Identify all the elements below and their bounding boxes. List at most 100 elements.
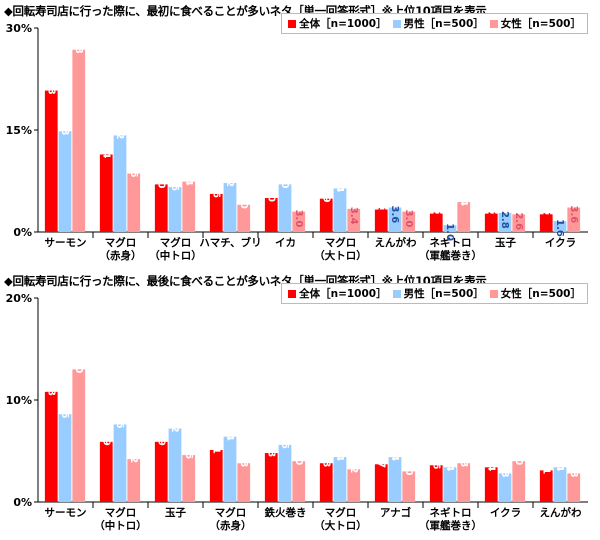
x-tick-label: アナゴ [380, 506, 412, 519]
chart-legend: 全体［n=1000］ 男性［n=500］ 女性［n=500］ [281, 13, 588, 34]
x-tick-label: イクラ [545, 237, 576, 249]
data-label: 7.2 [224, 169, 235, 187]
bar [72, 369, 86, 502]
data-label: 2.8 [568, 460, 579, 478]
x-tick-label: （大トロ） [314, 519, 367, 532]
data-label: 20.8 [45, 70, 56, 95]
data-label: 4.4 [389, 443, 400, 461]
legend-label: 全体［n=1000］ [299, 288, 387, 300]
bar [223, 436, 237, 502]
data-label: 4.0 [238, 191, 249, 209]
y-tick-label: 15% [6, 124, 32, 137]
bar [264, 198, 278, 232]
legend-label: 男性［n=500］ [403, 18, 484, 30]
bar [182, 455, 196, 502]
data-label: 6.6 [169, 173, 180, 191]
bar [374, 464, 388, 502]
bar [292, 461, 306, 502]
y-tick-label: 20% [6, 292, 32, 305]
x-tick-label: （中トロ） [149, 249, 202, 262]
legend-swatch [288, 289, 297, 298]
legend-label: 女性［n=500］ [500, 18, 581, 30]
bar [567, 207, 581, 232]
x-tick-label: マグロ [160, 236, 192, 249]
data-label: 4.0 [513, 447, 524, 465]
data-label: 3.8 [320, 450, 331, 468]
data-label: 4.9 [320, 185, 331, 203]
x-tick-label: サーモン [45, 237, 87, 249]
data-label: 3.8 [238, 450, 249, 468]
data-label: 4.6 [183, 441, 194, 459]
data-label: 2.7 [430, 212, 441, 230]
bar [168, 428, 182, 502]
data-label: 3.6 [568, 206, 579, 224]
data-label: 1.0 [444, 223, 455, 241]
chart-last-svg: 0%10%20%サーモン マグロ（中トロ）玉子 マグロ（赤身）鉄火巻き マグロ（大トロ… [6, 292, 588, 532]
bar [168, 187, 182, 232]
bar [443, 467, 457, 502]
data-label: 7.0 [279, 171, 290, 189]
bar [512, 461, 526, 502]
data-label: 2.6 [540, 212, 551, 230]
x-tick-label: （中トロ） [94, 519, 147, 532]
bar [292, 211, 306, 232]
data-label: 3.0 [403, 210, 414, 228]
bar [443, 225, 457, 232]
data-label: 7.0 [155, 171, 166, 189]
data-label: 7.6 [114, 411, 125, 429]
data-label: 6.4 [334, 175, 345, 193]
y-tick-label: 0% [13, 496, 32, 509]
bar [278, 444, 292, 502]
data-label: 3.6 [389, 206, 400, 224]
y-tick-label: 0% [13, 226, 32, 239]
data-label: 4.0 [293, 447, 304, 465]
data-label: 10.8 [45, 371, 56, 396]
x-tick-label: えんがわ [540, 506, 582, 519]
bar [182, 181, 196, 232]
bar [44, 391, 58, 502]
bar [388, 457, 402, 502]
chart-first-svg: 0%15%30%サーモン マグロ（赤身）マグロ（中トロ）ハマチ、ブリ イカ マグロ（大… [6, 22, 588, 262]
bar [127, 459, 141, 502]
x-tick-label: イカ [275, 237, 296, 249]
bar [264, 453, 278, 502]
bar [154, 184, 168, 232]
data-label: 26.8 [73, 29, 84, 54]
x-tick-label: ハマチ、ブリ [199, 236, 261, 249]
x-tick-label: マグロ [105, 506, 137, 519]
data-label: 11.4 [100, 134, 111, 159]
data-label: 6.4 [224, 423, 235, 441]
data-label: 3.4 [554, 454, 565, 472]
bar [127, 173, 141, 232]
bar [429, 213, 443, 232]
bar [278, 184, 292, 232]
x-tick-label: マグロ [105, 236, 137, 249]
data-label: 1.6 [554, 219, 565, 237]
data-label: 7.4 [183, 168, 194, 186]
data-label: 2.7 [485, 212, 496, 230]
legend-item: 女性［n=500］ [489, 16, 581, 31]
bar [498, 473, 512, 502]
x-tick-label: えんがわ [375, 236, 417, 249]
legend-swatch [489, 19, 498, 28]
x-tick-label: サーモン [45, 507, 87, 519]
y-tick-label: 30% [6, 22, 32, 35]
bar [457, 202, 471, 232]
bar [333, 457, 347, 502]
bar [347, 208, 361, 232]
x-tick-label: ネギトロ [430, 236, 472, 249]
bar [237, 463, 251, 502]
data-label: 4.8 [265, 439, 276, 457]
bar [498, 212, 512, 232]
legend-item: 全体［n=1000］ [288, 16, 387, 31]
legend-label: 全体［n=1000］ [299, 18, 387, 30]
chart-panel-last: 0% 10% 20% サーモン マグロ （中トロ） 玉子 マグロ （赤身） 鉄火巻き マグロ （大トロ… [0, 270, 600, 540]
x-tick-label: ネギトロ [430, 506, 472, 519]
data-label: 3.4 [348, 207, 359, 225]
data-label: 5.0 [265, 184, 276, 202]
bar [484, 467, 498, 502]
x-tick-label: 鉄火巻き [265, 506, 307, 519]
data-label: 3.2 [348, 456, 359, 474]
legend-item: 男性［n=500］ [392, 286, 484, 301]
legend-item: 男性［n=500］ [392, 16, 484, 31]
